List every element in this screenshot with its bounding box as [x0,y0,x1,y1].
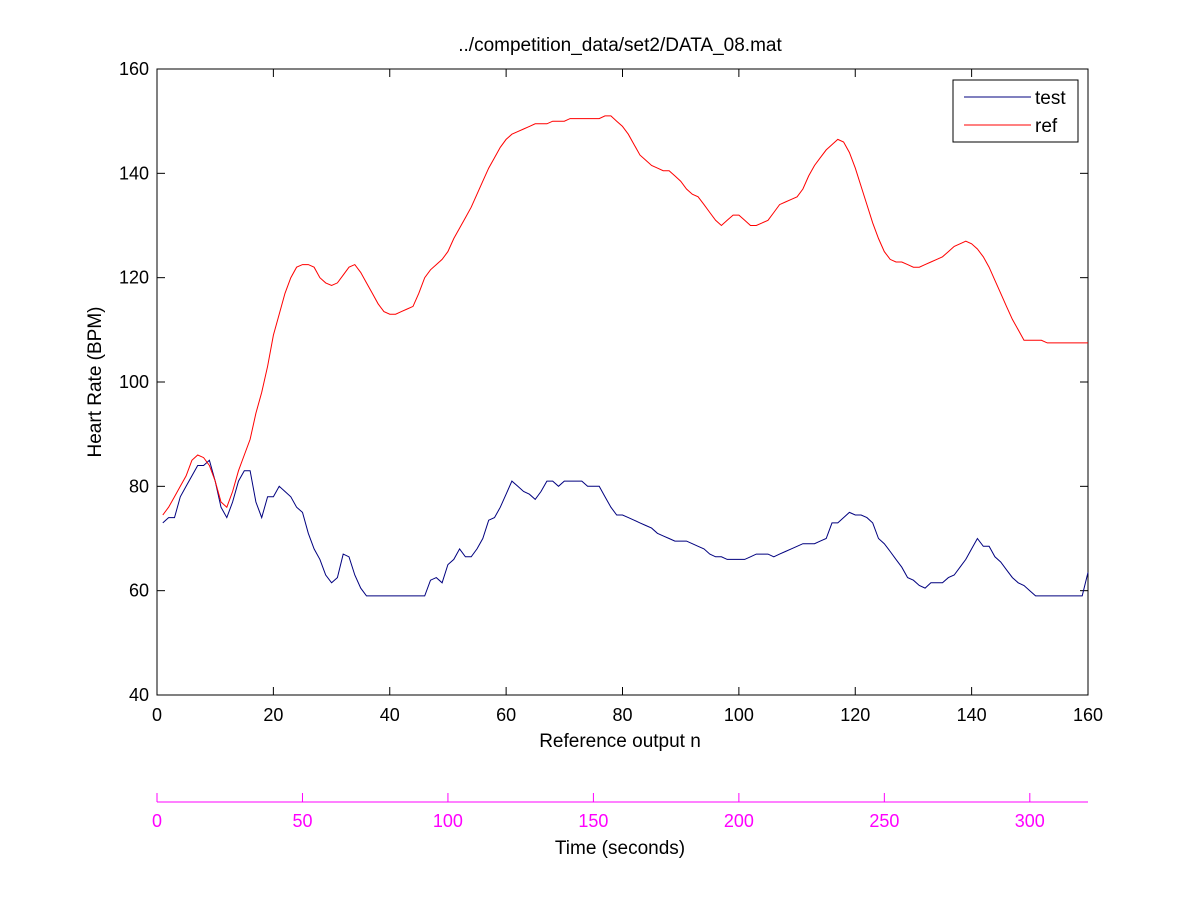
y-axis-ticks: 40 60 80 100 120 140 160 [119,59,1088,705]
chart-title: ../competition_data/set2/DATA_08.mat [458,35,782,56]
y-tick-label-80: 80 [129,476,149,496]
x-tick-label-80: 80 [612,705,632,725]
series-line-test [162,459,1089,597]
y-axis-label: Heart Rate (BPM) [85,307,106,458]
plot-frame [156,68,1089,696]
time-tick-label-300: 300 [1015,811,1045,831]
time-tick-label-100: 100 [433,811,463,831]
series-lines [162,115,1089,597]
x-tick-label-140: 140 [957,705,987,725]
time-tick-label-50: 50 [292,811,312,831]
y-tick-label-100: 100 [119,372,149,392]
legend-box [952,79,1079,143]
time-tick-label-150: 150 [578,811,608,831]
x-tick-label-160: 160 [1073,705,1103,725]
time-axis-ticks: 0 50 100 150 200 250 300 [152,793,1045,831]
x-tick-label-60: 60 [496,705,516,725]
time-tick-label-250: 250 [869,811,899,831]
y-tick-label-120: 120 [119,268,149,288]
legend: test ref [952,79,1079,143]
x-tick-label-20: 20 [263,705,283,725]
y-tick-label-140: 140 [119,163,149,183]
time-axis: 0 50 100 150 200 250 300 Time (seconds) [152,793,1088,859]
time-axis-label: Time (seconds) [555,838,685,859]
plot-area: 0 20 40 60 80 100 120 140 160 40 60 80 100 120 140 160 [119,59,1103,725]
x-axis-label: Reference output n [539,731,701,752]
time-tick-label-200: 200 [724,811,754,831]
y-tick-label-60: 60 [129,581,149,601]
x-tick-label-40: 40 [380,705,400,725]
x-tick-label-0: 0 [152,705,162,725]
y-tick-label-40: 40 [129,685,149,705]
series-line-ref [162,115,1088,516]
time-tick-label-0: 0 [152,811,162,831]
legend-label-ref: ref [1035,116,1058,137]
y-tick-label-160: 160 [119,59,149,79]
x-tick-label-120: 120 [840,705,870,725]
x-tick-label-100: 100 [724,705,754,725]
legend-label-test: test [1035,88,1066,109]
x-axis-ticks: 0 20 40 60 80 100 120 140 160 [152,69,1103,725]
